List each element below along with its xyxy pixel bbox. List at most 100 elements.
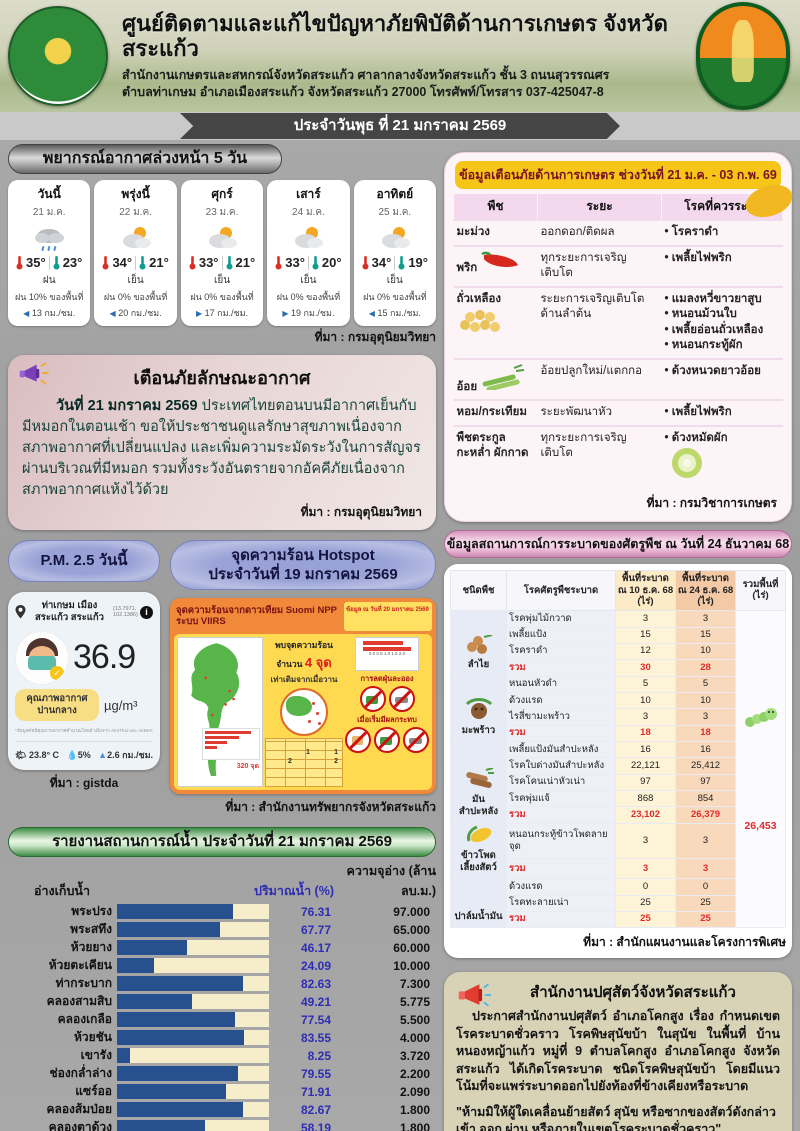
date-banner: ประจำวันพุธ ที่ 21 มกราคม 2569 <box>180 113 620 139</box>
hotspot-info-date: ข้อมูล ณ วันที่ 20 มกราคม 2569 <box>344 602 432 631</box>
wear-mask-icon <box>374 726 400 753</box>
col-stage: ระยะ <box>537 193 662 221</box>
day-date: 24 ม.ค. <box>292 207 325 218</box>
condition: ฝน <box>42 275 56 286</box>
impact-heading: เมื่อเริ่มมีผลกระทบ <box>357 714 417 724</box>
wind-direction-icon: ▶ <box>282 309 289 318</box>
pm25-value: 36.9 <box>73 638 136 677</box>
bar-fill <box>117 1012 235 1028</box>
reservoir-row: คลองเกลือ 77.54 5.500 <box>57 1012 430 1028</box>
hotspot-source: ที่มา : สำนักงานทรัพยากรจังหวัดสระแก้ว <box>225 799 436 814</box>
pm25-location: ท่าเกษม เมือง สระแก้ว สระแก้ว <box>34 600 105 624</box>
wind-direction-icon: ▶ <box>195 309 203 318</box>
bar-track <box>117 904 269 920</box>
bar-fill <box>117 976 243 992</box>
temps: 34° 21° <box>96 255 174 270</box>
day-date: 21 ม.ค. <box>32 207 66 218</box>
thailand-map: 320 จุด <box>177 636 263 787</box>
prohibition-icons <box>345 726 429 753</box>
map-hotspot-count: 320 จุด <box>236 762 259 770</box>
thermometer-min-icon <box>312 256 319 270</box>
wind-speed: 17 กม./ชม. <box>204 308 249 318</box>
day-name: วันนี้ <box>37 187 61 201</box>
caterpillar-icon <box>744 708 777 728</box>
wind-stat: ▲2.6 กม./ชม. <box>98 750 153 761</box>
hotspot-compare-text: เท่าเดิมจากเมื่อวาน <box>270 674 338 684</box>
pest-row: ถั่วเหลือง ระยะการเจริญเติบโต ด้านลำต้น … <box>453 285 783 359</box>
rain-chance: ฝน 0% ของพื้นที่ <box>190 292 254 302</box>
day-name: อาทิตย์ <box>376 187 414 201</box>
header-text: ศูนย์ติดตามและแก้ไขปัญหาภัยพิบัติด้านการ… <box>108 11 696 101</box>
pm25-badge: P.M. 2.5 วันนี้ <box>8 540 160 583</box>
cabbage-icon <box>671 448 702 479</box>
outbreak-row: ปาล์มน้ำมัน ด้วงแรด 0 0 <box>450 878 786 929</box>
thermometer-min-icon <box>226 256 233 270</box>
thermometer-max-icon <box>16 256 23 270</box>
no-smoking-icon <box>403 726 429 753</box>
no-burning-forest-icon <box>359 685 386 712</box>
pest-warning-source: ที่มา : กรมวิชาการเกษตร <box>646 495 777 510</box>
outbreak-header-row: ชนิดพืช โรคศัตรูพืชระบาด พื้นที่ระบาด ณ … <box>450 569 786 612</box>
day-date: 22 ม.ค. <box>119 207 152 218</box>
wind: ▶ 19 กม./ชม. <box>269 306 347 320</box>
outbreak-row: มันสำปะหลัง เพลี้ยแป้งมันสำปะหลัง 16 16 <box>450 741 786 824</box>
date-strip: ประจำวันพุธ ที่ 21 มกราคม 2569 <box>0 112 800 140</box>
col-percent: ปริมาณน้ำ (%) <box>254 883 334 898</box>
pest-outbreak-source: ที่มา : สำนักแผนงานและโครงการพิเศษ <box>583 935 786 950</box>
temp-max: 34° <box>371 255 392 270</box>
reservoir-row: คลองตาด้วง 58.19 1.800 <box>8 1119 436 1131</box>
bar-track <box>117 976 269 992</box>
pm25-source: ที่มา : gistda <box>49 776 119 791</box>
bar-fill <box>117 922 220 938</box>
thermometer-min-icon <box>139 256 146 270</box>
forecast-source: ที่มา : กรมอุตุนิยมวิทยา <box>314 330 436 344</box>
temp-min: 20° <box>321 255 342 270</box>
hotspot-badge: จุดความร้อน Hotspot ประจำวันที่ 19 มกราค… <box>170 540 436 591</box>
rain-chance: ฝน 0% ของพื้นที่ <box>276 292 341 302</box>
day-date: 25 ม.ค. <box>378 207 412 218</box>
pm25-footnote: *ข้อมูลดัชนีคุณภาพอากาศคำนวณโดยอ้างอิงจา… <box>15 728 153 734</box>
rain-chance: ฝน 0% ของพื้นที่ <box>363 292 427 302</box>
bar-track <box>117 1102 269 1118</box>
map-inset-chart <box>202 727 260 760</box>
temp-min: 19° <box>408 255 428 270</box>
reservoir-row: แซร์ออ 71.91 2.090 <box>75 1084 430 1100</box>
weather-day-card: เสาร์ 24 ม.ค. 33° 20° เย็น ฝน 0% ของพื้น… <box>267 180 350 326</box>
longan-icon <box>466 634 492 654</box>
bar-fill <box>117 904 233 920</box>
outbreak-row: ลำไย โรคพุ่มไม้กวาด 3 3 26,453 <box>450 610 786 929</box>
pest-row: พืชตระกูลกะหล่ำ ผักกาด ทุกระยะการเจริญเต… <box>453 424 783 490</box>
hotspot-panel: จุดความร้อนจากดาวเทียม Suomi NPP ระบบ VI… <box>170 598 436 794</box>
mask-avatar-icon: ✓ <box>15 630 69 685</box>
forecast-section-title: พยากรณ์อากาศล่วงหน้า 5 วัน <box>8 144 282 174</box>
hotspot-panel-title: จุดความร้อนจากดาวเทียม Suomi NPP ระบบ VI… <box>176 605 337 628</box>
wind-direction-icon: ◀ <box>109 309 116 318</box>
bar-fill <box>117 1030 244 1046</box>
megaphone-icon <box>19 362 49 385</box>
outbreak-row: โรคทะลายเน่า 25 25 <box>451 894 786 912</box>
crop-group-corn: ข้าวโพด เลี้ยงสัตว์ <box>450 822 507 880</box>
livestock-announcement-card: สำนักงานปศุสัตว์จังหวัดสระแก้ว ประกาศสำน… <box>444 972 792 1131</box>
weather-day-card: ศุกร์ 23 ม.ค. 33° 21° เย็น ฝน 0% ของพื้น… <box>180 180 264 326</box>
header-address-line2: ตำบลท่าเกษม อำเภอเมืองสระแก้ว จังหวัดสระ… <box>122 85 604 100</box>
temp-max: 33° <box>285 255 305 270</box>
location-pin-icon <box>15 605 26 619</box>
info-icon[interactable]: i <box>140 605 153 619</box>
pest-warning-title: ข้อมูลเตือนภัยด้านการเกษตร ช่วงวันที่ 21… <box>455 161 781 189</box>
no-vehicle-smoke-icon <box>388 685 415 712</box>
pest-warning-card: ข้อมูลเตือนภัยด้านการเกษตร ช่วงวันที่ 21… <box>444 152 793 522</box>
corn-icon <box>466 825 491 843</box>
hotspot-district-table: 1 2 1 2 <box>265 737 343 787</box>
pm25-section: P.M. 2.5 วันนี้ ท่าเกษม เมือง สระแก้ว สร… <box>8 540 160 817</box>
condition: เย็น <box>386 275 403 286</box>
wind: ◀ 13 กม./ชม. <box>10 306 88 320</box>
bar-track <box>117 1066 269 1082</box>
bar-fill <box>117 958 154 974</box>
temp-min: 21° <box>149 255 169 270</box>
pm25-coordinates: (13.7971, 102.1386) <box>113 605 138 619</box>
wind: ▶ 17 กม./ชม. <box>183 306 261 320</box>
forecast-cards: วันนี้ 21 ม.ค. 35° 23° ฝน ฝน 10% ของพื้น… <box>8 180 437 326</box>
bar-track <box>117 1048 269 1064</box>
dust-reduction-heading: การลดฝุ่นละออง <box>360 673 414 683</box>
bar-fill <box>117 994 192 1010</box>
